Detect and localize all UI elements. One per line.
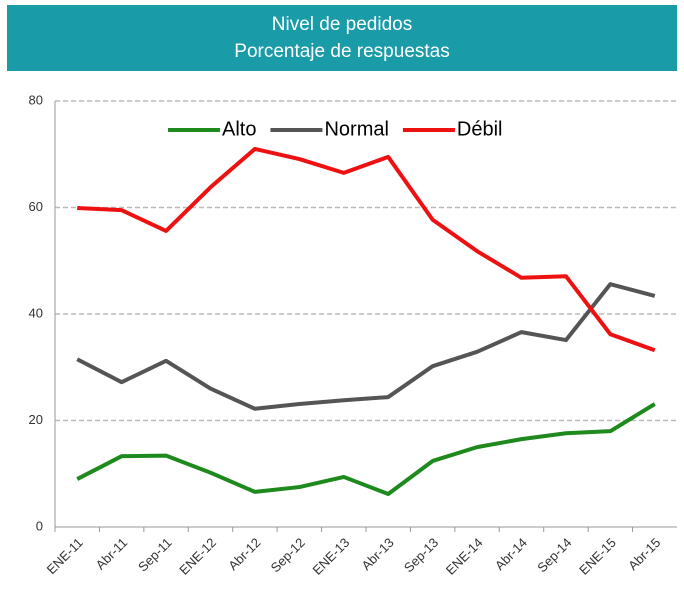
x-tick-label: Sep-13 xyxy=(401,535,441,575)
x-tick-label: ENE-11 xyxy=(44,535,86,577)
x-tick-label: ENE-14 xyxy=(443,535,486,578)
series-line xyxy=(77,146,656,353)
x-tick-label: ENE-13 xyxy=(310,535,353,578)
legend-label: Alto xyxy=(222,118,256,140)
series-line xyxy=(76,282,656,411)
x-tick-label: Abr-15 xyxy=(625,535,663,573)
x-tick-label: ENE-12 xyxy=(176,535,219,578)
x-tick-label: Abr-12 xyxy=(225,535,263,573)
x-tick-label: ENE-15 xyxy=(576,535,619,578)
x-tick-label: Abr-14 xyxy=(492,535,530,573)
legend-label: Débil xyxy=(457,118,503,140)
x-tick-label: Sep-14 xyxy=(534,535,574,575)
y-tick-label: 60 xyxy=(29,199,43,214)
legend-label: Normal xyxy=(324,118,388,140)
chart-title: Nivel de pedidos xyxy=(272,14,412,35)
x-tick-label: Sep-11 xyxy=(135,535,175,575)
series-line xyxy=(76,402,656,496)
y-tick-label: 20 xyxy=(29,412,43,427)
y-tick-label: 0 xyxy=(36,518,43,533)
x-tick-label: Abr-11 xyxy=(93,535,131,573)
y-tick-label: 80 xyxy=(29,92,43,107)
chart-subtitle: Porcentaje de respuestas xyxy=(234,41,449,62)
x-tick-label: Sep-12 xyxy=(268,535,308,575)
x-tick-label: Abr-13 xyxy=(359,535,397,573)
title-band xyxy=(7,5,677,71)
y-tick-label: 40 xyxy=(29,305,43,320)
